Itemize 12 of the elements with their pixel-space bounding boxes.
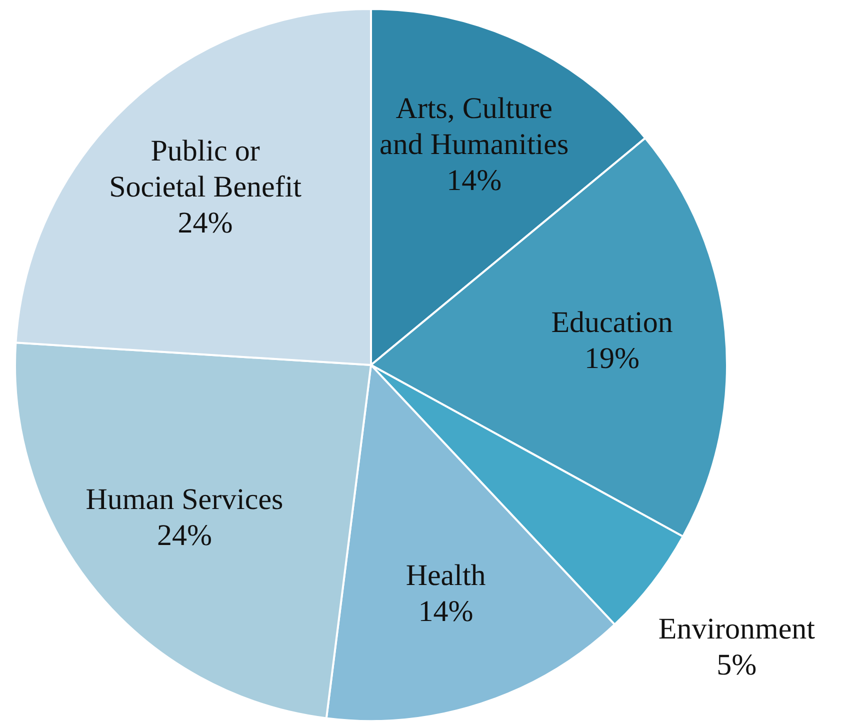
data-label: 5% bbox=[716, 648, 757, 682]
slice-label: Public or Societal Benefit bbox=[109, 134, 302, 204]
data-label: 19% bbox=[584, 342, 640, 376]
slice-label: Education bbox=[551, 306, 673, 340]
data-label: 24% bbox=[156, 519, 212, 552]
slice-label: Health bbox=[406, 559, 486, 592]
slice-label: Human Services bbox=[86, 483, 284, 516]
slice-label: Arts, Culture and Humanities bbox=[380, 92, 569, 161]
data-label: 24% bbox=[178, 206, 233, 240]
data-label: 14% bbox=[446, 164, 502, 197]
slice-label: Environment bbox=[658, 612, 816, 646]
data-label: 14% bbox=[418, 595, 474, 628]
